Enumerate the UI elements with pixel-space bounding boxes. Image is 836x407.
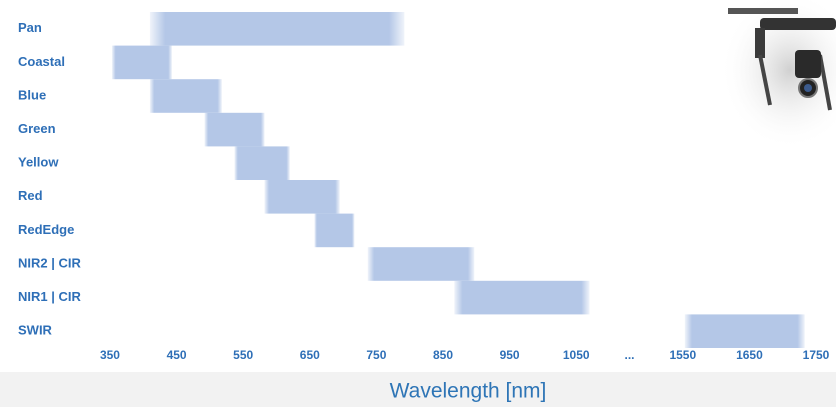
category-label: Red [18, 188, 43, 203]
category-label: Green [18, 121, 56, 136]
category-label: Pan [18, 20, 42, 35]
range-bar [367, 247, 475, 281]
range-bar [149, 79, 222, 113]
x-tick-label: 1050 [563, 348, 590, 362]
x-tick-label: 1550 [669, 348, 696, 362]
range-bar [234, 146, 290, 180]
x-tick-label: 450 [167, 348, 187, 362]
x-tick-label: 350 [100, 348, 120, 362]
x-tick-label: 750 [366, 348, 386, 362]
category-label: Coastal [18, 54, 65, 69]
range-bar [204, 112, 265, 147]
drone-illustration [720, 0, 836, 150]
range-bar [264, 180, 340, 214]
category-label: SWIR [18, 323, 53, 338]
x-tick-label: 1650 [736, 348, 763, 362]
category-label: Blue [18, 87, 46, 102]
category-label: RedEdge [18, 222, 74, 237]
range-bar [149, 12, 405, 46]
x-tick-label: 1750 [803, 348, 830, 362]
range-bar [684, 314, 805, 348]
x-tick-label: 550 [233, 348, 253, 362]
axis-band [0, 372, 836, 407]
category-label: NIR1 | CIR [18, 289, 81, 304]
axis-break-label: ... [625, 348, 635, 362]
category-label: NIR2 | CIR [18, 255, 81, 270]
x-tick-label: 950 [500, 348, 520, 362]
range-bar [314, 213, 355, 248]
x-axis-title: Wavelength [nm] [390, 380, 547, 403]
category-label: Yellow [18, 155, 59, 170]
x-tick-label: 650 [300, 348, 320, 362]
range-bar [454, 280, 590, 315]
x-tick-label: 850 [433, 348, 453, 362]
range-bar [111, 45, 172, 80]
